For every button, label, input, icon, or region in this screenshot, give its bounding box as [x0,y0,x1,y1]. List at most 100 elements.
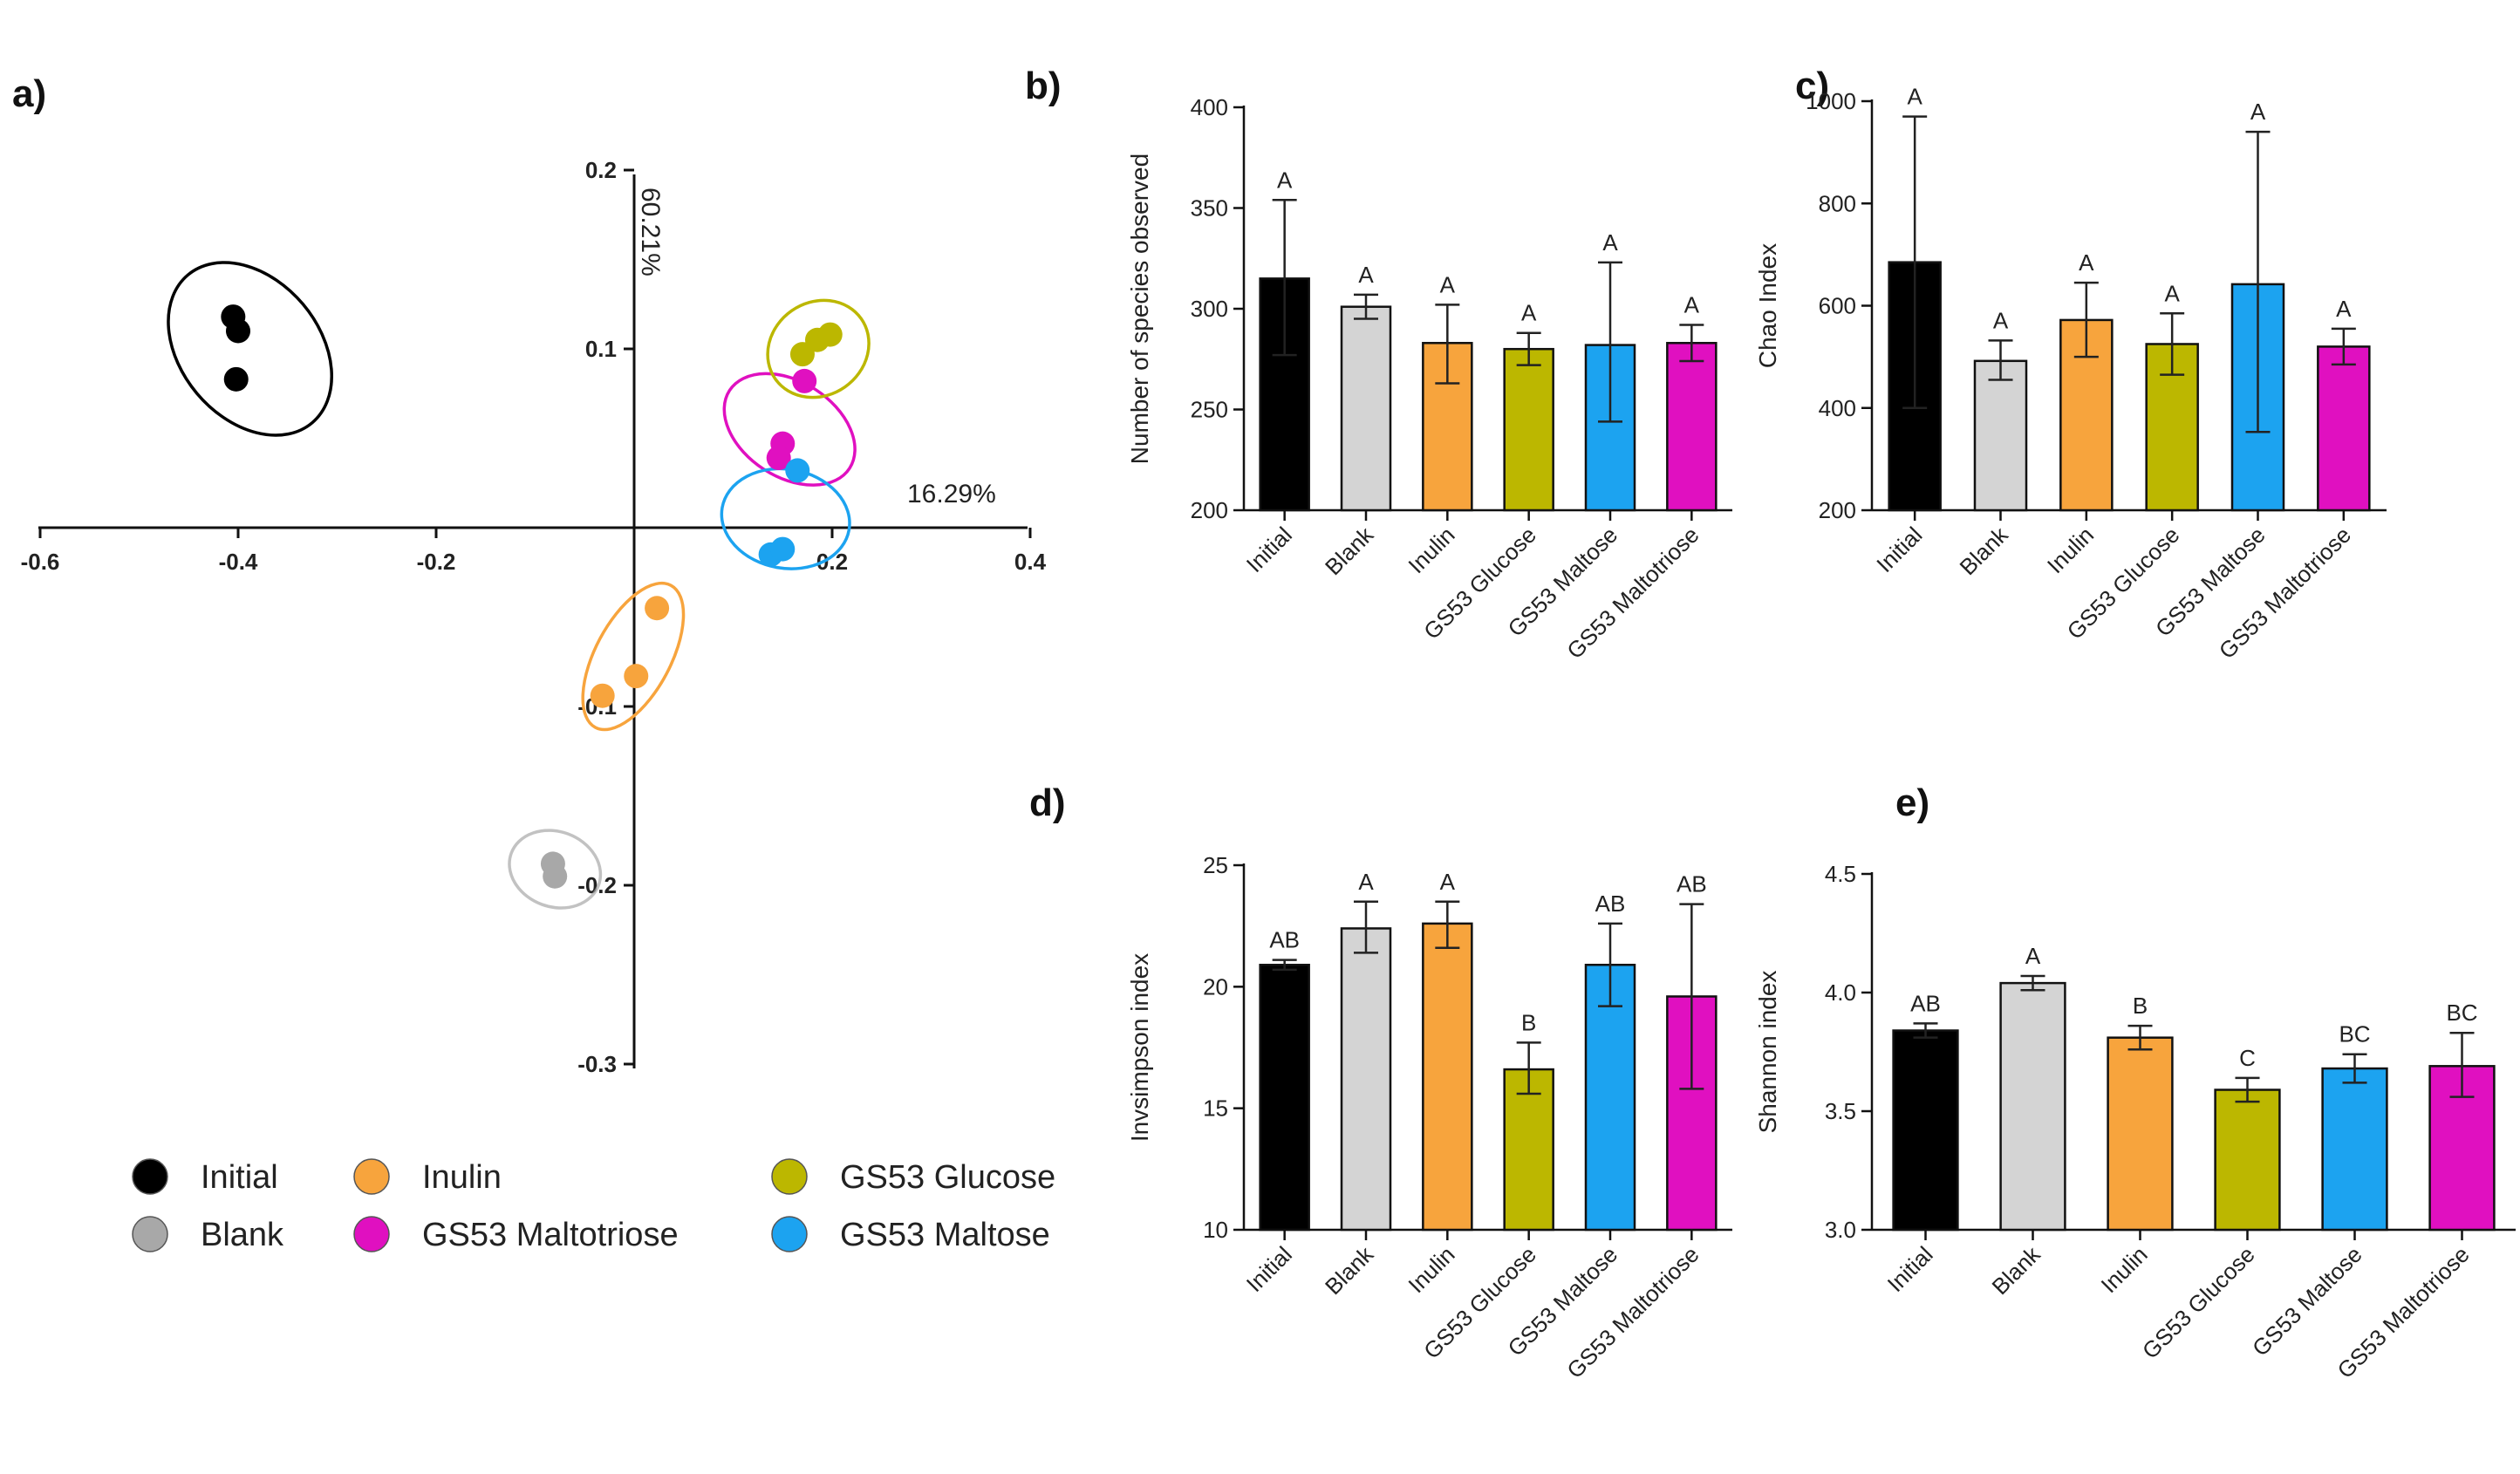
bar [2317,345,2371,512]
y-tick-label: 4.5 [1825,861,1856,887]
x-tick-label: 0.4 [1014,549,1047,575]
data-point [223,366,249,392]
y-tick-label: 800 [1819,190,1856,216]
significance-label: A [1277,167,1293,193]
significance-label: A [1358,869,1374,895]
y-tick-label: 400 [1191,94,1228,120]
bar [1999,981,2066,1232]
legend-swatch [132,1158,168,1195]
legend-label: Initial [201,1159,278,1196]
data-point [226,318,250,344]
legend-swatch [771,1216,808,1252]
y-tick-label: 200 [1191,497,1228,523]
legend-label: GS53 Glucose [840,1159,1055,1196]
category-label: Blank [1320,1240,1379,1300]
category-label: Initial [1241,1241,1297,1297]
ellipses [167,261,871,910]
significance-label: A [1440,271,1456,297]
significance-label: B [2133,993,2148,1019]
legend-swatch [353,1158,390,1195]
category-label: GS53 Maltose [2247,1241,2367,1361]
data-point [645,596,670,621]
data-point [543,863,568,889]
y-tick-label: 0.2 [585,157,617,183]
group-ellipse [167,261,334,437]
group-ellipse [508,829,603,910]
significance-label: C [2239,1045,2256,1071]
group-ellipse [581,581,686,732]
y-tick-label: 350 [1191,195,1228,222]
category-label: Inulin [2096,1241,2153,1298]
legend-item-blank: Blank [132,1216,284,1253]
category-label: Initial [1882,1241,1938,1297]
significance-label: A [2164,280,2180,306]
significance-label: A [2250,99,2266,125]
x-axis-label: 16.29% [907,480,996,508]
category-label: GS53 Glucose [2137,1241,2260,1364]
panel-label: d) [1029,781,1066,824]
bar [2214,1088,2281,1232]
bar [1503,347,1554,512]
significance-label: AB [1677,871,1707,897]
x-tick-label: -0.2 [417,549,456,575]
bar-chart-species-observed: b) 200 250 300 350 400 Number of species obser… [1025,65,1732,664]
y-tick-label: 20 [1203,973,1228,1000]
significance-label: AB [1595,891,1626,917]
data-point [624,664,649,689]
significance-label: A [1684,291,1700,317]
x-tick-label: -0.6 [21,549,60,575]
y-axis-title: Shannon index [1754,971,1781,1134]
panel-label: c) [1795,65,1829,107]
bar [1340,305,1392,512]
bar-chart-shannon-index: e) 3.0 3.5 4.0 4.5 Shannon index AB Initial A Bla… [1754,781,2516,1383]
y-tick-label: 4.0 [1825,979,1856,1006]
significance-label: AB [1269,927,1300,953]
significance-label: A [1521,300,1537,326]
data-point [590,683,615,708]
significance-label: A [2079,249,2094,276]
significance-label: A [1440,869,1456,895]
significance-label: A [1602,229,1618,256]
y-tick-label: 15 [1203,1095,1228,1122]
significance-label: B [1521,1009,1536,1035]
y-tick-label: 10 [1203,1217,1228,1243]
significance-label: A [1993,307,2009,333]
category-label: Blank [1320,521,1379,580]
y-tick-label: 3.0 [1825,1217,1856,1243]
y-tick-label: 300 [1191,296,1228,322]
bar [2107,1036,2174,1232]
y-axis-title: Invsimpson index [1126,953,1153,1142]
legend-item-gs53-maltotriose: GS53 Maltotriose [353,1216,679,1253]
bar [1340,927,1392,1232]
y-axis-label: 60.21% [636,188,665,276]
x-tick-label: -0.4 [219,549,258,575]
bar [2321,1067,2388,1232]
bar-chart-chao-index: c) 200 400 600 800 1000 Chao Index A Initial A Bla… [1754,65,2387,664]
significance-label: A [1358,262,1374,288]
data-point [792,368,817,393]
y-ticks: 0.20.1-0.1-0.2-0.3 [577,157,634,1077]
panel-label: e) [1895,781,1929,824]
y-tick-label: 200 [1819,497,1856,523]
data-point [817,322,843,347]
group-ellipse [766,298,871,399]
category-label: Initial [1241,522,1297,577]
data-point [785,458,810,483]
category-label: Inulin [1403,1241,1459,1298]
category-label: Blank [1987,1240,2046,1300]
group-ellipse [722,372,857,487]
points [221,304,843,889]
y-tick-label: 25 [1203,852,1228,878]
y-tick-label: 1000 [1806,88,1856,114]
bar [1666,342,1718,512]
legend-item-inulin: Inulin [353,1158,502,1196]
significance-label: A [2336,296,2352,322]
y-tick-label: 600 [1819,293,1856,319]
bar [1259,964,1310,1232]
significance-label: A [2025,943,2041,969]
y-axis-title: Number of species observed [1126,154,1153,464]
y-axis-title: Chao Index [1754,243,1781,368]
legend-item-initial: Initial [132,1158,278,1196]
